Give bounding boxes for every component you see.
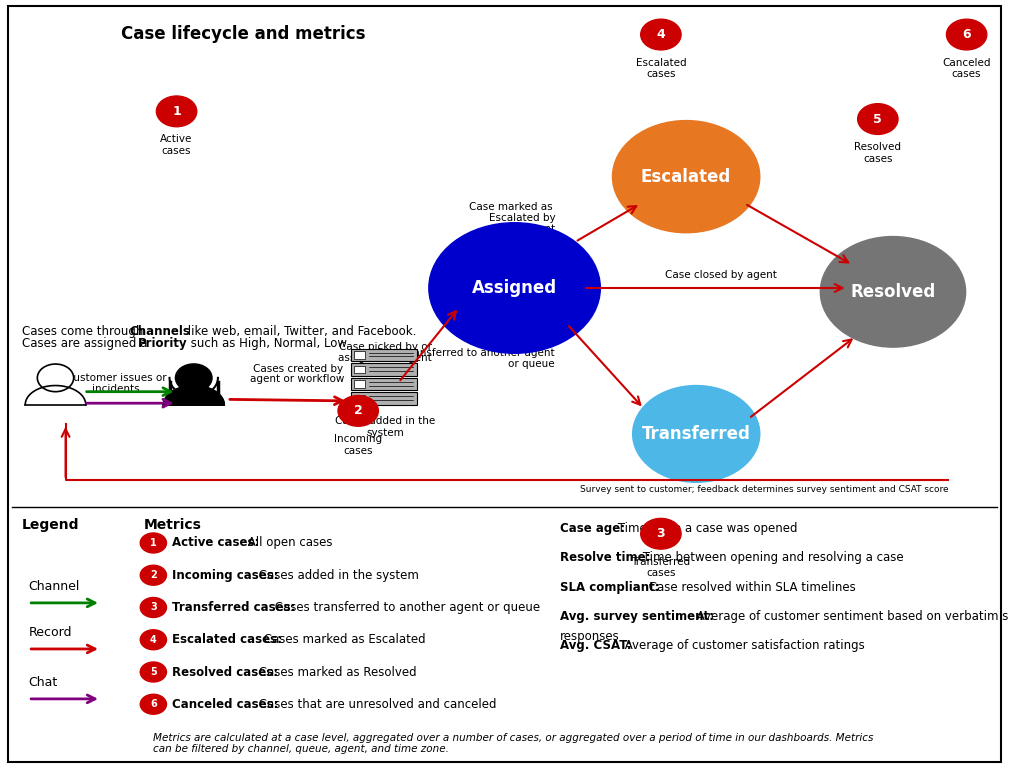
Text: 6: 6 [963, 28, 971, 41]
Circle shape [858, 104, 898, 134]
Text: Metrics are calculated at a case level, aggregated over a number of cases, or ag: Metrics are calculated at a case level, … [153, 733, 874, 754]
FancyBboxPatch shape [351, 363, 417, 376]
Circle shape [641, 518, 681, 549]
Text: Resolve time:: Resolve time: [560, 551, 651, 564]
Circle shape [37, 364, 74, 392]
Text: Resolved cases:: Resolved cases: [172, 666, 277, 678]
Text: Avg. survey sentiment:: Avg. survey sentiment: [560, 610, 714, 623]
Text: Resolved: Resolved [851, 283, 935, 301]
Text: Case closed by agent: Case closed by agent [666, 270, 777, 280]
Circle shape [140, 662, 166, 682]
Text: Survey sent to customer; feedback determines survey sentiment and CSAT score: Survey sent to customer; feedback determ… [580, 485, 948, 495]
Circle shape [156, 96, 197, 127]
Text: like web, email, Twitter, and Facebook.: like web, email, Twitter, and Facebook. [184, 326, 416, 338]
Text: Record: Record [28, 626, 72, 639]
Text: Case age:: Case age: [560, 522, 626, 535]
FancyBboxPatch shape [351, 349, 417, 361]
Text: responses: responses [560, 630, 620, 643]
Circle shape [641, 19, 681, 50]
Text: Channels: Channels [129, 326, 190, 338]
Circle shape [820, 237, 966, 347]
Text: Average of customer satisfaction ratings: Average of customer satisfaction ratings [621, 639, 865, 652]
Text: or queue: or queue [509, 359, 555, 369]
Text: Case picked by or: Case picked by or [339, 342, 432, 353]
Text: Escalated: Escalated [641, 167, 732, 186]
Text: Metrics: Metrics [143, 518, 201, 531]
Text: such as High, Normal, Low.: such as High, Normal, Low. [187, 337, 349, 349]
Text: Escalated cases:: Escalated cases: [172, 634, 282, 646]
Text: Cases marked as Escalated: Cases marked as Escalated [260, 634, 426, 646]
Text: Cases are assigned a: Cases are assigned a [22, 337, 151, 349]
Text: 4: 4 [657, 28, 665, 41]
Circle shape [946, 19, 987, 50]
Text: Case lifecycle and metrics: Case lifecycle and metrics [121, 25, 365, 42]
Text: Cases created by: Cases created by [252, 363, 343, 374]
Circle shape [140, 630, 166, 650]
Text: Case resolved within SLA timelines: Case resolved within SLA timelines [645, 581, 856, 594]
Text: 1: 1 [150, 538, 156, 548]
Text: agent or workflow: agent or workflow [250, 374, 345, 385]
Text: Active
cases: Active cases [160, 134, 193, 156]
Text: Cases transferred to another agent or queue: Cases transferred to another agent or qu… [271, 601, 541, 614]
Text: 6: 6 [150, 699, 156, 710]
Text: Incoming
cases: Incoming cases [334, 434, 382, 455]
Text: 3: 3 [150, 602, 156, 613]
Text: 4: 4 [150, 634, 156, 645]
FancyBboxPatch shape [354, 351, 365, 359]
Circle shape [140, 694, 166, 714]
Text: Cases come through: Cases come through [22, 326, 147, 338]
Text: Average of customer sentiment based on verbatim survey: Average of customer sentiment based on v… [693, 610, 1009, 623]
Text: 2: 2 [150, 570, 156, 581]
Text: Channel: Channel [28, 580, 80, 593]
Circle shape [338, 396, 378, 426]
Text: Escalated
cases: Escalated cases [636, 58, 686, 79]
Text: Transferred: Transferred [642, 425, 751, 443]
Text: Case marked as: Case marked as [469, 202, 556, 213]
Circle shape [633, 386, 760, 482]
Text: Canceled
cases: Canceled cases [942, 58, 991, 79]
FancyBboxPatch shape [351, 392, 417, 405]
Text: Cases that are unresolved and canceled: Cases that are unresolved and canceled [254, 698, 496, 710]
Text: Active cases:: Active cases: [172, 537, 259, 549]
Text: incidents: incidents [92, 383, 140, 394]
Circle shape [140, 565, 166, 585]
FancyBboxPatch shape [8, 6, 1001, 762]
Text: 5: 5 [874, 113, 882, 125]
Text: Chat: Chat [28, 676, 58, 689]
Text: Resolved
cases: Resolved cases [855, 142, 901, 164]
Text: Transferred
cases: Transferred cases [632, 557, 690, 578]
Circle shape [612, 121, 760, 233]
Text: Avg. CSAT:: Avg. CSAT: [560, 639, 632, 652]
Text: Canceled cases:: Canceled cases: [172, 698, 278, 710]
Text: 1: 1 [173, 105, 181, 118]
Text: Time between opening and resolving a case: Time between opening and resolving a cas… [639, 551, 903, 564]
FancyBboxPatch shape [354, 380, 365, 388]
Text: Time since a case was opened: Time since a case was opened [614, 522, 798, 535]
Text: 3: 3 [657, 528, 665, 540]
Text: Legend: Legend [22, 518, 80, 531]
Circle shape [140, 598, 166, 617]
Text: SLA compliant:: SLA compliant: [560, 581, 660, 594]
Circle shape [176, 364, 212, 392]
FancyBboxPatch shape [351, 378, 417, 390]
Text: Incoming cases:: Incoming cases: [172, 569, 278, 581]
Text: 5: 5 [150, 667, 156, 677]
Text: All open cases: All open cases [244, 537, 332, 549]
Text: Priority: Priority [138, 337, 188, 349]
Text: Escalated by: Escalated by [489, 213, 556, 223]
Text: Case transferred to another agent: Case transferred to another agent [376, 348, 555, 359]
Text: assigned to agent: assigned to agent [338, 353, 432, 363]
FancyBboxPatch shape [354, 395, 365, 402]
Text: 2: 2 [354, 405, 362, 417]
Circle shape [429, 223, 600, 353]
FancyBboxPatch shape [354, 366, 365, 373]
Text: Cases marked as Resolved: Cases marked as Resolved [254, 666, 417, 678]
Text: agent: agent [526, 223, 556, 234]
Text: Customer issues or: Customer issues or [66, 372, 166, 383]
Circle shape [140, 533, 166, 553]
Text: Cases added in the
system: Cases added in the system [335, 416, 436, 438]
Text: Cases added in the system: Cases added in the system [254, 569, 419, 581]
Text: Assigned: Assigned [472, 279, 557, 297]
Text: Transferred cases:: Transferred cases: [172, 601, 295, 614]
